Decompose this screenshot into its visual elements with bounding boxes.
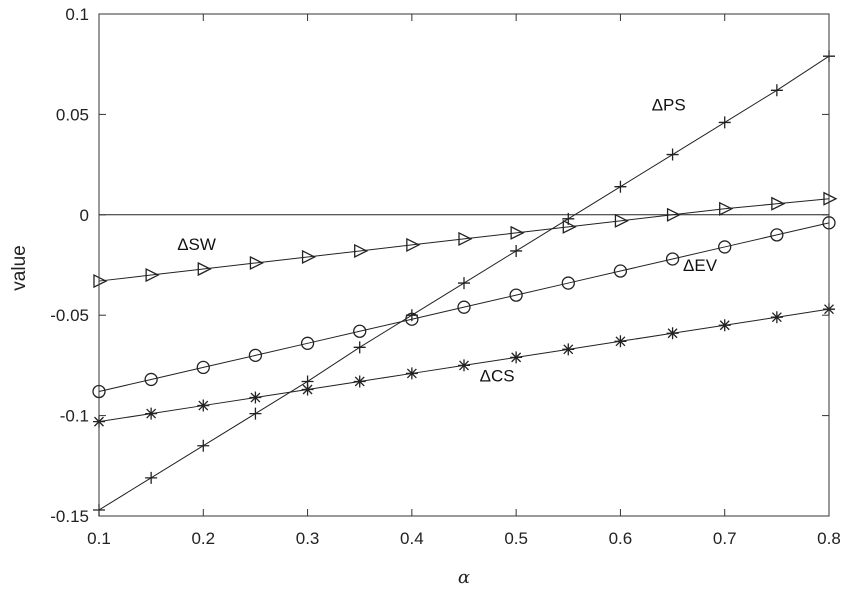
- delta-sw-point: [823, 191, 838, 206]
- plot-area: ΔPS ΔSW ΔEV ΔCS: [92, 50, 838, 516]
- delta-ev-point: [144, 372, 158, 387]
- delta-sw-point: [458, 231, 473, 246]
- delta-sw-series: ΔSW: [93, 191, 838, 289]
- delta-ev-point: [405, 312, 419, 326]
- y-tick-label: 0.1: [65, 5, 89, 24]
- delta-cs-point: [301, 383, 314, 396]
- plot-frame: [98, 13, 830, 517]
- axis-ticks: 0.1 0.2 0.3 0.4 0.5 0.6 0.7 0.8 0.1 0.05 0 -0.05 -0.…: [50, 5, 841, 548]
- delta-cs-point: [249, 391, 262, 404]
- delta-sw-point: [666, 207, 682, 222]
- delta-cs-point: [770, 311, 783, 324]
- x-tick-label: 0.8: [817, 529, 841, 548]
- delta-ev-series: ΔEV: [92, 216, 836, 399]
- delta-ev-point: [509, 288, 523, 302]
- x-axis-label: α: [458, 567, 470, 588]
- delta-ps-point: [666, 148, 679, 161]
- delta-cs-point: [562, 343, 575, 356]
- delta-cs-point: [510, 351, 523, 364]
- delta-cs-point: [197, 399, 210, 412]
- delta-cs-point: [666, 327, 679, 340]
- delta-ps-series: ΔPS: [93, 50, 835, 516]
- delta-cs-point: [614, 335, 627, 348]
- y-tick-label: -0.15: [50, 507, 89, 526]
- delta-ev-point: [457, 300, 471, 314]
- delta-ev-point: [718, 240, 732, 254]
- y-tick-label: -0.1: [60, 407, 89, 426]
- delta-ev-point: [196, 360, 210, 375]
- y-tick-label: 0: [80, 206, 89, 225]
- delta-sw-point: [510, 225, 525, 240]
- x-tick-label: 0.6: [609, 529, 633, 548]
- delta-ev-point: [665, 252, 680, 266]
- x-tick-label: 0.4: [400, 529, 424, 548]
- delta-ev-point: [353, 324, 367, 338]
- delta-cs-point: [718, 319, 731, 332]
- y-axis-label: value: [9, 245, 30, 290]
- delta-ps-point: [249, 407, 262, 420]
- x-tick-label: 0.5: [504, 529, 528, 548]
- delta-sw-label: ΔSW: [177, 235, 216, 254]
- delta-cs-point: [353, 375, 366, 388]
- delta-ps-point: [458, 277, 470, 290]
- delta-sw-point: [301, 249, 317, 265]
- delta-ps-point: [510, 244, 523, 257]
- delta-cs-point: [458, 359, 470, 372]
- delta-ev-point: [613, 264, 628, 278]
- delta-ev-label: ΔEV: [683, 256, 718, 275]
- x-tick-label: 0.7: [713, 529, 737, 548]
- delta-sw-point: [197, 261, 212, 277]
- x-tick-label: 0.2: [191, 529, 215, 548]
- delta-ev-point: [248, 348, 263, 363]
- delta-ev-point: [300, 336, 315, 350]
- delta-cs-point: [145, 407, 158, 420]
- delta-ps-point: [353, 341, 366, 354]
- delta-cs-label: ΔCS: [480, 366, 515, 385]
- delta-ps-point: [614, 180, 627, 193]
- y-tick-label: 0.05: [56, 105, 89, 124]
- delta-sw-point: [354, 243, 369, 258]
- delta-ev-line: [98, 222, 830, 392]
- delta-sw-point: [719, 201, 734, 216]
- x-tick-label: 0.3: [296, 529, 320, 548]
- delta-ps-point: [197, 439, 210, 452]
- delta-sw-point: [406, 237, 421, 252]
- delta-ev-point: [561, 276, 575, 290]
- delta-sw-point: [614, 213, 629, 228]
- delta-sw-point: [249, 255, 264, 271]
- delta-ps-label: ΔPS: [652, 95, 686, 114]
- delta-sw-point: [145, 267, 160, 283]
- delta-ps-point: [718, 116, 731, 129]
- x-tick-label: 0.1: [87, 529, 111, 548]
- delta-cs-point: [405, 367, 418, 380]
- delta-ps-point: [770, 84, 783, 97]
- y-tick-label: -0.05: [50, 306, 89, 325]
- delta-sw-line: [98, 198, 830, 282]
- delta-sw-point: [562, 219, 577, 234]
- delta-sw-point: [771, 196, 786, 211]
- delta-ev-point: [770, 228, 784, 242]
- delta-sw-point: [93, 274, 108, 289]
- delta-ps-point: [145, 471, 158, 484]
